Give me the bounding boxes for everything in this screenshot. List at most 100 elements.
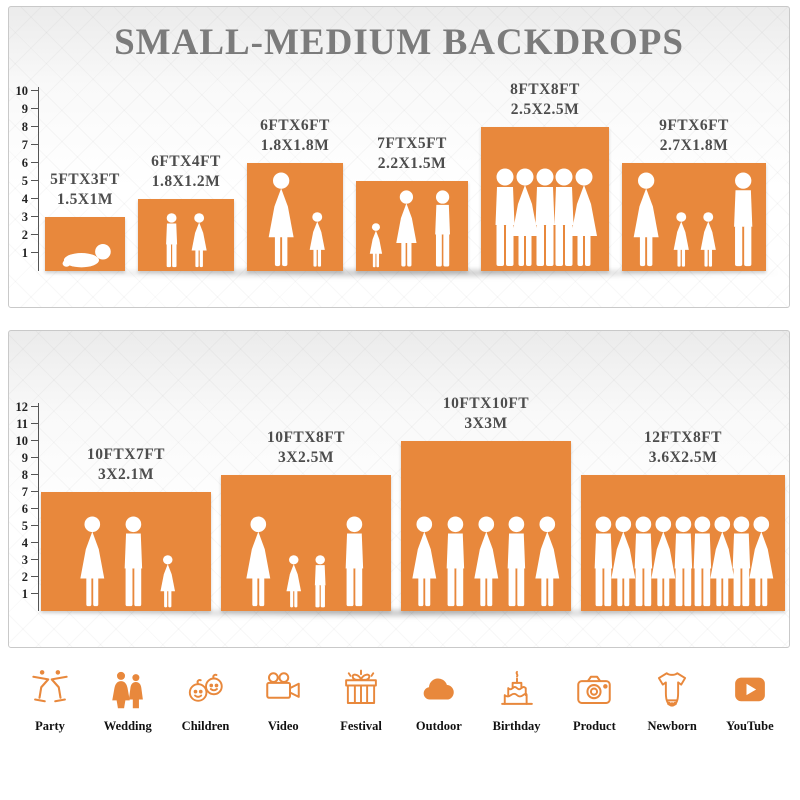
- woman-silhouette: [73, 516, 112, 608]
- category-product: Product: [558, 664, 630, 734]
- backdrop-size-ft: 12FTX8FT: [643, 428, 723, 446]
- festival-icon: [339, 664, 383, 710]
- baby-silhouette: [58, 242, 113, 268]
- man-silhouette: [437, 516, 474, 608]
- ruler-number: 10: [15, 83, 29, 98]
- backdrop-6ftx4ft: 6FTX4FT 1.8X1.2M: [138, 153, 234, 271]
- man-silhouette: [485, 168, 525, 268]
- backdrop-size-label: 10FTX10FT 3X3M: [443, 394, 529, 434]
- backdrop-row-top: 5FTX3FT 1.5X1M 6FTX4FT 1.8X1.2M 6FTX6FT 1.8X1…: [45, 81, 766, 271]
- category-youtube: YouTube: [714, 664, 786, 734]
- girl-silhouette: [366, 223, 386, 268]
- category-label: Video: [267, 719, 299, 733]
- outdoor-icon: [417, 664, 461, 710]
- backdrop-size-label: 10FTX8FT 3X2.5M: [267, 428, 345, 468]
- woman-silhouette: [239, 516, 278, 608]
- category-label: Newborn: [647, 719, 697, 733]
- ruler-tick: [31, 405, 39, 407]
- girl-silhouette: [305, 212, 330, 268]
- ruler-tick: [31, 575, 39, 577]
- category-newborn: Newborn: [636, 664, 708, 734]
- woman-silhouette: [563, 168, 605, 268]
- backdrop-size-m: 1.8X1.2M: [151, 172, 221, 190]
- silhouette-group: [138, 213, 234, 268]
- ruler-tick: [31, 107, 39, 109]
- silhouette-group: [247, 172, 343, 268]
- woman-silhouette: [626, 172, 666, 268]
- backdrop-size-ft: 6FTX6FT: [260, 116, 330, 134]
- silhouette-group: [45, 242, 125, 268]
- product-icon: [572, 664, 616, 710]
- ruler-number: 7: [21, 484, 28, 499]
- ruler-number: 12: [15, 399, 29, 414]
- category-wedding: Wedding: [92, 664, 164, 734]
- backdrop-size-ft: 9FTX6FT: [659, 116, 729, 134]
- ruler-number: 8: [21, 119, 28, 134]
- backdrop-size-label: 6FTX4FT 1.8X1.2M: [151, 152, 221, 192]
- woman-silhouette: [604, 516, 643, 608]
- top-panel: SMALL-MEDIUM BACKDROPS 1 2 3 4 5 6 7 8 9 10 5FTX3…: [8, 6, 790, 308]
- ground-shadow: [37, 608, 777, 618]
- boy-silhouette: [309, 554, 331, 608]
- woman-silhouette: [405, 516, 444, 608]
- backdrop-size-ft: 8FTX8FT: [510, 80, 580, 98]
- backdrop-size-ft: 10FTX8FT: [266, 428, 346, 446]
- ruler-tick: [31, 473, 39, 475]
- girl-silhouette: [696, 212, 721, 268]
- woman-silhouette: [390, 190, 423, 268]
- wedding-icon: [106, 664, 150, 710]
- man-silhouette: [525, 168, 565, 268]
- woman-silhouette: [504, 168, 546, 268]
- backdrop-size-label: 6FTX6FT 1.8X1.8M: [260, 116, 330, 156]
- backdrop-size-label: 7FTX5FT 2.2X1.5M: [377, 134, 447, 174]
- ruler-tick: [31, 524, 39, 526]
- category-label: Outdoor: [415, 719, 462, 733]
- ruler-top: 1 2 3 4 5 6 7 8 9 10: [13, 84, 39, 271]
- backdrop-size-label: 8FTX8FT 2.5X2.5M: [510, 80, 580, 120]
- backdrop-size-ft: 7FTX5FT: [377, 134, 447, 152]
- ruler-tick: [31, 143, 39, 145]
- ruler-number: 10: [15, 433, 29, 448]
- man-silhouette: [724, 172, 762, 268]
- ruler-number: 5: [21, 173, 28, 188]
- ruler-tick: [31, 251, 39, 253]
- ruler-line: [37, 403, 39, 611]
- backdrop-size-ft: 10FTX10FT: [442, 394, 530, 412]
- ruler-tick: [31, 439, 39, 441]
- bottom-panel: 1 2 3 4 5 6 7 8 9 10 11 12 10FTX7FT 3X2.1M 10FTX8FT 3X…: [8, 330, 790, 648]
- category-label: Children: [181, 719, 230, 733]
- backdrop-size-m: 2.2X1.5M: [377, 154, 447, 172]
- ruler-tick: [31, 89, 39, 91]
- backdrop-size-m: 3.6X2.5M: [648, 448, 718, 466]
- ground-shadow: [37, 268, 777, 278]
- man-silhouette: [336, 516, 373, 608]
- category-children: Children: [170, 664, 242, 734]
- ruler-number: 3: [21, 552, 28, 567]
- ruler-bottom: 1 2 3 4 5 6 7 8 9 10 11 12: [13, 400, 39, 611]
- ruler-number: 6: [21, 155, 28, 170]
- backdrop-size-m: 3X3M: [464, 414, 508, 432]
- ruler-number: 11: [16, 416, 28, 431]
- backdrop-size-label: 10FTX7FT 3X2.1M: [87, 445, 165, 485]
- category-label: Festival: [340, 719, 382, 733]
- newborn-icon: [650, 664, 694, 710]
- ruler-tick: [31, 161, 39, 163]
- ruler-tick: [31, 215, 39, 217]
- backdrop-8ftx8ft: 8FTX8FT 2.5X2.5M: [481, 81, 609, 271]
- man-silhouette: [684, 516, 721, 608]
- backdrop-size-ft: 10FTX7FT: [86, 445, 166, 463]
- ruler-number: 2: [21, 227, 28, 242]
- category-label: Party: [35, 719, 65, 733]
- ruler-number: 6: [21, 501, 28, 516]
- boy-silhouette: [160, 213, 183, 268]
- ruler-tick: [31, 541, 39, 543]
- backdrop-10ftx8ft: 10FTX8FT 3X2.5M: [221, 429, 391, 611]
- man-silhouette: [498, 516, 535, 608]
- backdrop-size-label: 12FTX8FT 3.6X2.5M: [644, 428, 722, 468]
- man-silhouette: [625, 516, 662, 608]
- silhouette-group: [401, 516, 571, 608]
- backdrop-size-m: 3X2.1M: [98, 465, 154, 483]
- backdrop-size-m: 1.5X1M: [57, 190, 113, 208]
- party-icon: [28, 664, 72, 710]
- ruler-number: 7: [21, 137, 28, 152]
